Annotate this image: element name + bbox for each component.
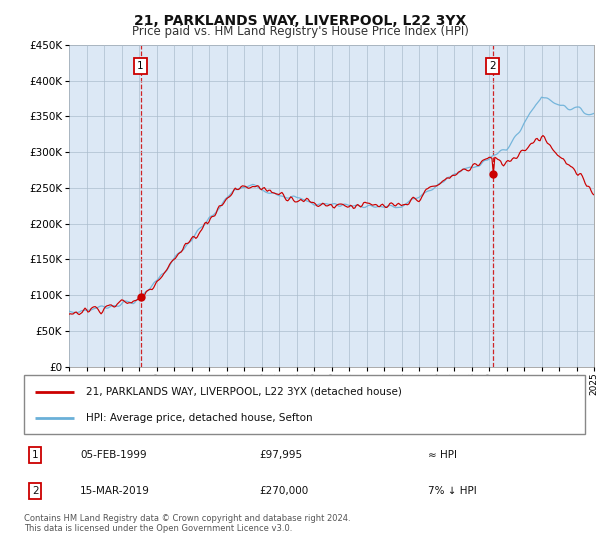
Text: 7% ↓ HPI: 7% ↓ HPI: [428, 487, 476, 496]
FancyBboxPatch shape: [24, 375, 585, 434]
Text: ≈ HPI: ≈ HPI: [428, 450, 457, 460]
Text: £270,000: £270,000: [260, 487, 309, 496]
Text: Price paid vs. HM Land Registry's House Price Index (HPI): Price paid vs. HM Land Registry's House …: [131, 25, 469, 38]
Text: 21, PARKLANDS WAY, LIVERPOOL, L22 3YX (detached house): 21, PARKLANDS WAY, LIVERPOOL, L22 3YX (d…: [86, 386, 401, 396]
Text: 1: 1: [137, 61, 144, 71]
Text: 1: 1: [32, 450, 38, 460]
Text: 2: 2: [32, 487, 38, 496]
Text: Contains HM Land Registry data © Crown copyright and database right 2024.
This d: Contains HM Land Registry data © Crown c…: [24, 514, 350, 534]
Text: 05-FEB-1999: 05-FEB-1999: [80, 450, 147, 460]
Text: 15-MAR-2019: 15-MAR-2019: [80, 487, 150, 496]
Text: 2: 2: [490, 61, 496, 71]
Text: £97,995: £97,995: [260, 450, 303, 460]
Text: 21, PARKLANDS WAY, LIVERPOOL, L22 3YX: 21, PARKLANDS WAY, LIVERPOOL, L22 3YX: [134, 14, 466, 28]
Text: HPI: Average price, detached house, Sefton: HPI: Average price, detached house, Seft…: [86, 413, 313, 423]
